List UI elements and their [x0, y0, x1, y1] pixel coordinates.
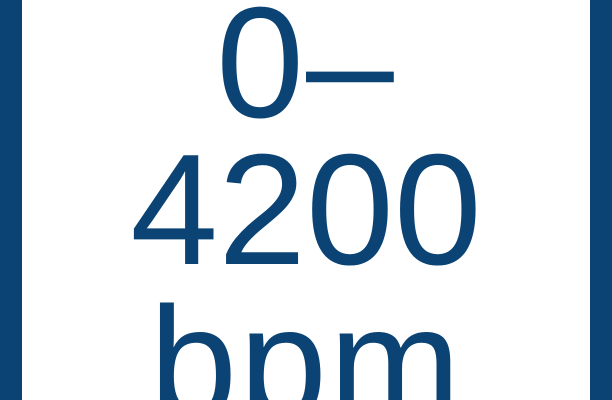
right-border: [590, 0, 612, 400]
range-max-value: 4200: [130, 122, 482, 298]
range-start-text: 0–: [216, 0, 396, 151]
unit-label: bpm: [149, 275, 463, 400]
left-border: [0, 0, 22, 400]
